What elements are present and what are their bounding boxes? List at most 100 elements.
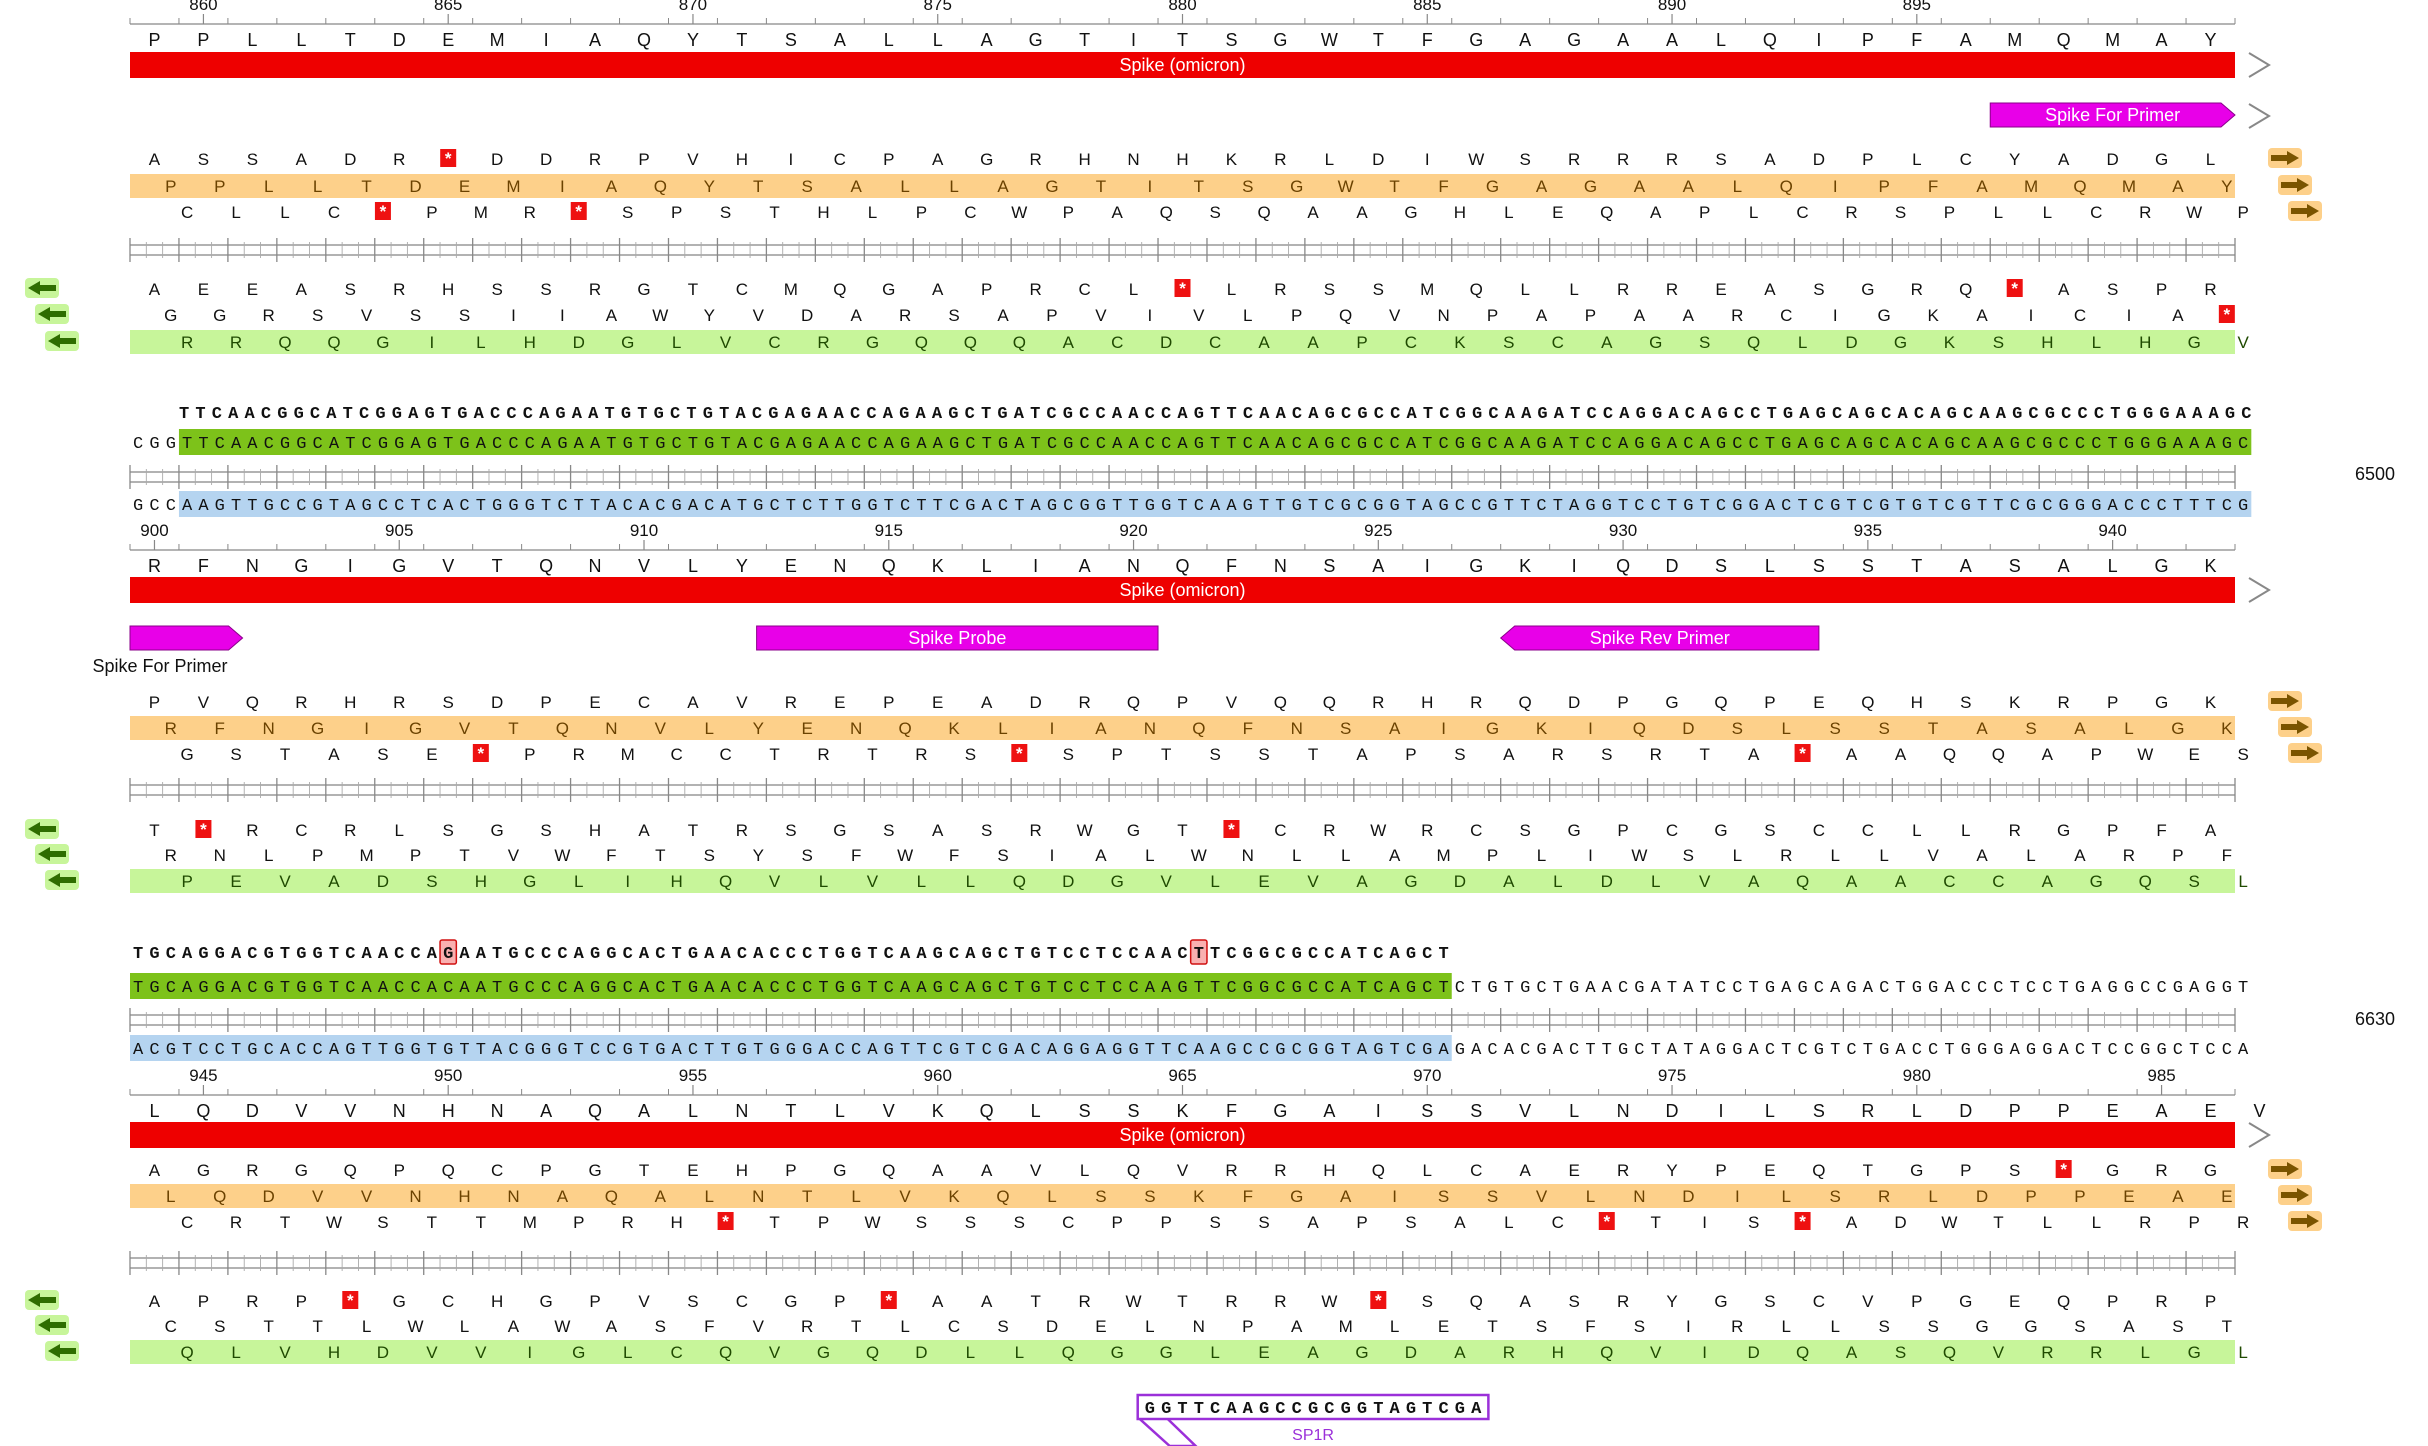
amino-acid: T (769, 203, 779, 222)
amino-acid: C (671, 745, 683, 764)
orange-right-arrow-icon[interactable] (2281, 720, 2309, 734)
nucleotide: A (720, 497, 731, 516)
aa-residue: A (834, 30, 846, 50)
amino-acid: A (1846, 1343, 1858, 1362)
amino-acid: P (2091, 745, 2102, 764)
probe-nucleotide: C (1128, 945, 1138, 964)
amino-acid: R (2058, 693, 2070, 712)
nucleotide: G (2091, 497, 2101, 516)
aa-residue: G (1273, 30, 1287, 50)
amino-acid: R (2204, 280, 2216, 299)
primer-arrow[interactable] (1499, 625, 1820, 651)
amino-acid: A (1307, 203, 1319, 222)
orange-right-arrow-icon[interactable] (2271, 694, 2299, 708)
nucleotide: A (1341, 979, 1352, 998)
stop-codon-marker (1223, 820, 1240, 838)
green-left-arrow-icon[interactable] (38, 1318, 66, 1332)
aa-residue: Y (2205, 30, 2217, 50)
green-left-arrow-icon[interactable] (28, 1293, 56, 1307)
green-left-arrow-icon[interactable] (48, 334, 76, 348)
amino-acid: A (1634, 306, 1646, 325)
sp1r-nucleotide: G (1341, 1400, 1351, 1419)
aa-residue: I (1718, 1101, 1723, 1121)
orange-right-arrow-icon[interactable] (2291, 204, 2319, 218)
amino-acid: A (1601, 333, 1613, 352)
nucleotide: G (1977, 1041, 1987, 1060)
probe-nucleotide: A (900, 945, 911, 964)
nucleotide: G (378, 435, 388, 454)
amino-acid: Y (1666, 1292, 1677, 1311)
nucleotide: T (2205, 497, 2215, 516)
green-left-arrow-icon[interactable] (48, 873, 76, 887)
nucleotide: G (1618, 1041, 1628, 1060)
nucleotide: G (410, 1041, 420, 1060)
green-left-arrow-icon[interactable] (28, 281, 56, 295)
amino-acid: A (1748, 745, 1760, 764)
amino-acid: L (868, 203, 877, 222)
amino-acid: K (2009, 693, 2021, 712)
amino-acid: R (1078, 1292, 1090, 1311)
amino-acid: T (1389, 177, 1399, 196)
green-left-arrow-icon[interactable] (38, 847, 66, 861)
green-left-arrow-icon[interactable] (48, 1344, 76, 1358)
amino-acid: S (1830, 1187, 1841, 1206)
aa-residue: S (1225, 30, 1237, 50)
primer-arrow[interactable] (1989, 102, 2236, 128)
amino-acid: L (1047, 1187, 1056, 1206)
orange-right-arrow-icon[interactable] (2271, 151, 2299, 165)
amino-acid: A (1976, 719, 1988, 738)
green-left-arrow-icon[interactable] (28, 822, 56, 836)
amino-acid: P (1356, 333, 1367, 352)
probe-nucleotide: G (982, 945, 992, 964)
amino-acid: Q (2057, 1292, 2070, 1311)
nucleotide: C (1292, 435, 1302, 454)
nucleotide: T (672, 979, 682, 998)
amino-acid: R (2237, 1213, 2249, 1232)
nucleotide: C (1814, 979, 1824, 998)
sp1r-primer-box[interactable] (1136, 1393, 1490, 1421)
sp1r-nucleotide: G (1357, 1400, 1367, 1419)
orange-right-arrow-icon[interactable] (2291, 746, 2319, 760)
primer-arrow[interactable] (756, 625, 1159, 651)
spike-feature-bar[interactable] (130, 52, 2235, 78)
orange-right-arrow-icon[interactable] (2271, 1162, 2299, 1176)
nucleotide: T (818, 979, 828, 998)
amino-acid: N (1193, 1317, 1205, 1336)
amino-acid: S (1063, 745, 1074, 764)
orange-right-arrow-icon[interactable] (2281, 1188, 2309, 1202)
amino-acid: R (589, 280, 601, 299)
amino-acid: L (1325, 150, 1334, 169)
amino-acid: N (1242, 846, 1254, 865)
spike-feature-bar[interactable] (130, 577, 2235, 603)
nucleotide: T (639, 1041, 649, 1060)
amino-acid: P (1063, 203, 1074, 222)
nucleotide: G (427, 435, 437, 454)
orange-right-arrow-icon[interactable] (2281, 178, 2309, 192)
amino-acid: Q (1633, 719, 1646, 738)
nucleotide: C (2010, 497, 2020, 516)
amino-acid: A (981, 1292, 993, 1311)
nucleotide: G (1634, 435, 1644, 454)
nucleotide: A (590, 435, 601, 454)
amino-acid: M (2122, 177, 2136, 196)
aa-residue: G (2155, 556, 2169, 576)
aa-residue: Y (687, 30, 699, 50)
amino-acid: K (948, 1187, 960, 1206)
amino-acid: N (1127, 150, 1139, 169)
sp1r-nucleotide: T (1177, 1400, 1187, 1419)
nucleotide: T (280, 979, 290, 998)
amino-acid: D (1454, 872, 1466, 891)
nucleotide: T (1651, 1041, 1661, 1060)
nucleotide: A (1014, 1041, 1025, 1060)
amino-acid: G (1045, 177, 1058, 196)
orange-right-arrow-icon[interactable] (2291, 1214, 2319, 1228)
amino-acid: I (1050, 719, 1055, 738)
spike-feature-bar[interactable] (130, 1122, 2235, 1148)
green-left-arrow-icon[interactable] (38, 307, 66, 321)
amino-acid: Y (704, 306, 715, 325)
probe-nucleotide: C (1112, 945, 1122, 964)
primer-arrow[interactable] (129, 625, 244, 651)
amino-acid: S (1993, 333, 2004, 352)
amino-acid: R (1878, 1187, 1890, 1206)
amino-acid: G (1714, 1292, 1727, 1311)
